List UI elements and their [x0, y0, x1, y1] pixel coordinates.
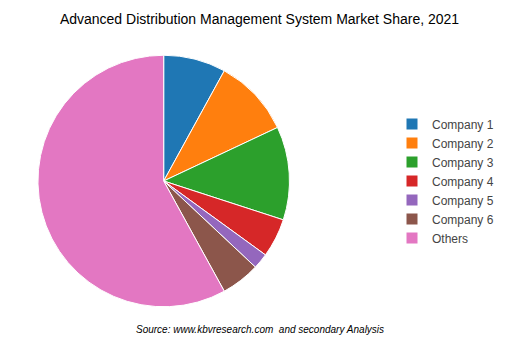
svg-text:Company 5: Company 5: [432, 194, 494, 208]
svg-text:Source: www.kbvresearch.com a: Source: www.kbvresearch.com and secondar…: [136, 324, 384, 335]
svg-text:Company 1: Company 1: [432, 118, 494, 132]
svg-text:Advanced Distribution Manageme: Advanced Distribution Management System …: [60, 11, 459, 27]
svg-text:Company 6: Company 6: [432, 213, 494, 227]
svg-text:Company 3: Company 3: [432, 156, 494, 170]
svg-text:Company 4: Company 4: [432, 175, 494, 189]
svg-text:Others: Others: [432, 232, 468, 246]
svg-text:Company 2: Company 2: [432, 137, 494, 151]
